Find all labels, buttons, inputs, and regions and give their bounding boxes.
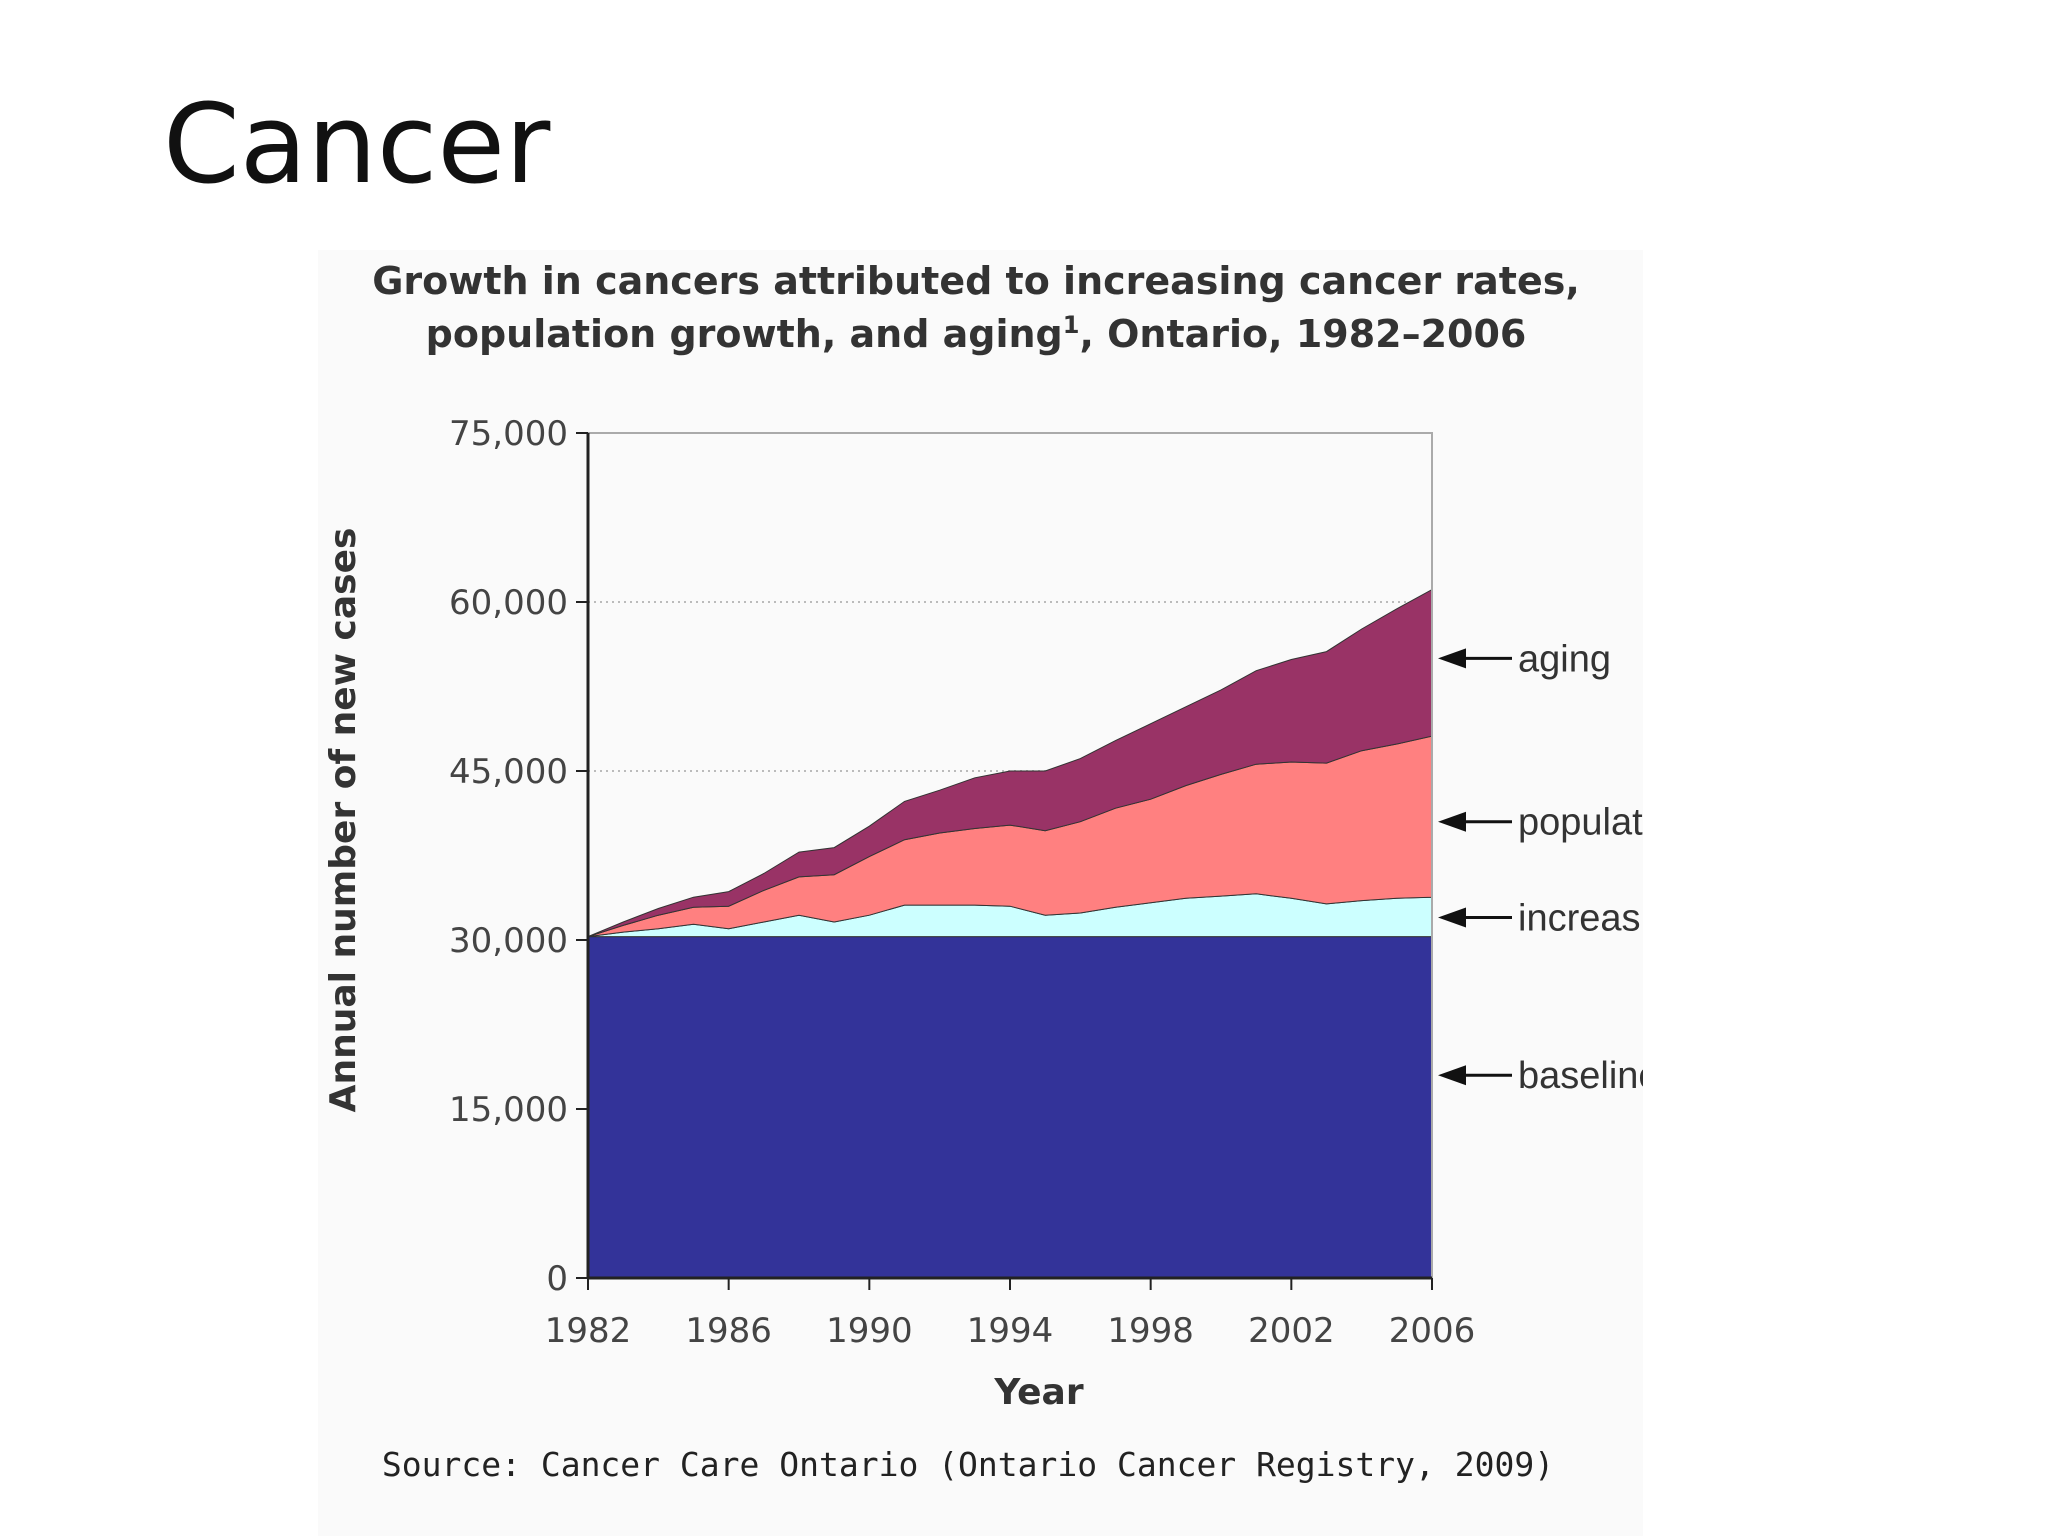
chart-panel: Growth in cancers attributed to increasi… [318,250,1643,1536]
y-axis-label: Annual number of new cases [323,528,364,1113]
area-baseline-cancer-risk [587,936,1433,1279]
x-tick-label-1986: 1986 [685,1311,772,1351]
legend-item-population-growth: population growth [1438,802,1643,844]
legend-item-increasing-cancer-rates: increasing cancer rates [1438,897,1643,939]
chart-title-line1: Growth in cancers attributed to increasi… [372,259,1580,303]
x-tick-label-2006: 2006 [1389,1311,1476,1351]
y-tick-label-75000: 75,000 [449,414,568,454]
x-tick-labels: 1982 1986 1990 1994 1998 2002 2006 [545,1278,1476,1351]
y-tick-label-45000: 45,000 [449,752,568,792]
chart-source: Source: Cancer Care Ontario (Ontario Can… [382,1445,1554,1484]
legend-label-increasing-cancer-rates: increasing cancer rates [1518,897,1643,939]
chart-title-line2: population growth, and aging1, Ontario, … [426,311,1527,356]
chart-title-superscript: 1 [1063,311,1080,339]
legend-label-baseline-cancer-risk: baseline cancer risk [1518,1055,1643,1097]
legend-item-aging: aging [1438,638,1611,680]
x-tick-label-1994: 1994 [967,1311,1054,1351]
legend-arrow-head-increasing-cancer-rates [1438,907,1466,928]
y-tick-label-30000: 30,000 [449,921,568,961]
legend-arrow-head-aging [1438,648,1466,669]
chart-title-line2-a: population growth, and aging [426,312,1063,356]
legend-label-population-growth: population growth [1518,802,1643,844]
legend-label-aging: aging [1518,638,1611,680]
x-tick-label-2002: 2002 [1248,1311,1335,1351]
legend-item-baseline-cancer-risk: baseline cancer risk [1438,1055,1643,1097]
area-series-group [587,588,1433,1279]
y-tick-label-0: 0 [546,1259,568,1299]
area-chart: Growth in cancers attributed to increasi… [323,259,1643,1484]
x-axis-label: Year [993,1372,1083,1413]
y-tick-labels: 0 15,000 30,000 45,000 60,000 75,000 [449,414,588,1299]
y-tick-label-60000: 60,000 [449,583,568,623]
slide-title: Cancer [163,80,551,208]
legend-arrow-head-population-growth [1438,811,1466,832]
x-tick-label-1990: 1990 [826,1311,913,1351]
x-tick-label-1998: 1998 [1107,1311,1194,1351]
legend: aging population growth increasing cancer … [1438,638,1643,1097]
y-tick-label-15000: 15,000 [449,1090,568,1130]
x-tick-label-1982: 1982 [545,1311,632,1351]
legend-arrow-head-baseline-cancer-risk [1438,1065,1466,1086]
chart-title-line2-b: , Ontario, 1982–2006 [1079,312,1526,356]
